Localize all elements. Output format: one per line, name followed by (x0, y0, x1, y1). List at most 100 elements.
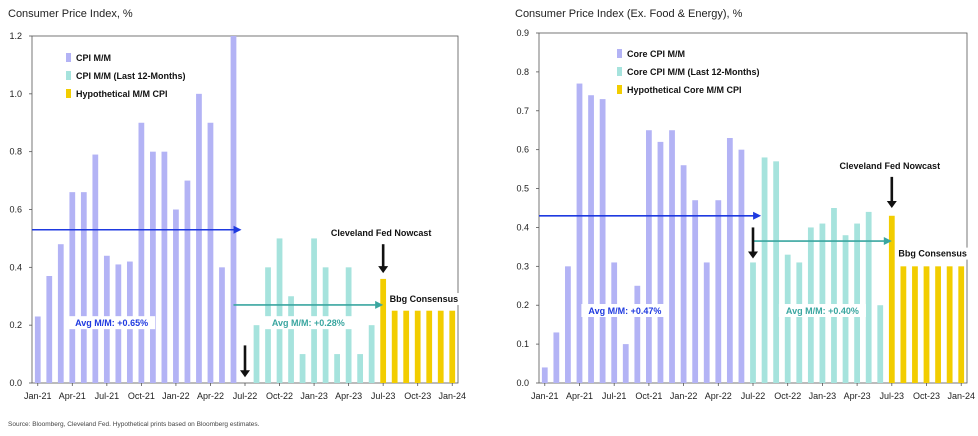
bar (646, 130, 652, 383)
avg-label-box (778, 304, 866, 317)
avg-label: Avg M/M: +0.28% (272, 318, 345, 328)
bar (784, 254, 791, 383)
bar (299, 354, 306, 383)
bar (173, 209, 179, 383)
x-tick-label: Oct-21 (635, 391, 662, 401)
bar (196, 93, 202, 383)
y-tick-label: 1.0 (9, 89, 22, 99)
x-tick-label: Jan-23 (809, 391, 837, 401)
annotation-bbg: Bbg Consensus (898, 249, 967, 259)
bar (380, 278, 387, 383)
x-tick-label: Oct-23 (913, 391, 940, 401)
legend-label: Hypothetical M/M CPI (76, 89, 168, 99)
bar (692, 200, 699, 383)
annotation-bbg-box (386, 293, 461, 306)
bar (276, 238, 283, 383)
bar (877, 305, 884, 383)
avg-label-box (264, 316, 352, 330)
annotation-nowcast: Cleveland Fed Nowcast (840, 161, 941, 171)
bar (138, 122, 145, 383)
bar (715, 200, 722, 383)
bar (946, 266, 953, 383)
y-tick-label: 0.8 (9, 147, 22, 157)
x-tick-label: Oct-22 (774, 391, 801, 401)
x-tick-label: Apr-21 (566, 391, 593, 401)
bar (449, 310, 456, 383)
bar (357, 354, 364, 383)
down-arrow-head (378, 266, 389, 274)
bar (403, 310, 410, 383)
avg-label: Avg M/M: +0.47% (588, 306, 661, 316)
legend-swatch (617, 67, 622, 76)
bar (553, 332, 560, 383)
x-tick-label: Apr-22 (197, 391, 224, 401)
x-tick-label: Jan-23 (300, 391, 328, 401)
bar (576, 83, 583, 384)
bar (80, 192, 87, 383)
bar (750, 262, 756, 383)
x-tick-label: Oct-22 (266, 391, 293, 401)
bar (819, 223, 826, 383)
chart-title: Consumer Price Index (Ex. Food & Energy)… (515, 8, 743, 20)
chart-title: Consumer Price Index, % (8, 8, 133, 20)
bar (611, 262, 618, 383)
bar (622, 344, 629, 383)
bar (414, 310, 421, 383)
bar (565, 266, 571, 383)
bar (230, 36, 237, 383)
y-tick-label: 0.8 (516, 67, 529, 77)
x-tick-label: Jul-23 (880, 391, 905, 401)
x-tick-label: Jan-22 (670, 391, 698, 401)
bar (726, 138, 733, 383)
down-arrow-head (240, 370, 250, 378)
bar (796, 262, 803, 383)
x-tick-label: Jul-21 (95, 391, 120, 401)
bar (368, 325, 375, 383)
bar (161, 151, 168, 383)
x-tick-label: Jan-24 (438, 391, 466, 401)
y-tick-label: 0.6 (516, 145, 529, 155)
y-tick-label: 0.2 (516, 300, 529, 310)
avg-label-box (68, 316, 156, 330)
y-tick-label: 0.0 (9, 378, 22, 388)
x-tick-label: Apr-23 (844, 391, 871, 401)
bar (680, 165, 687, 383)
y-tick-label: 0.4 (9, 262, 22, 272)
avg-label: Avg M/M: +0.40% (786, 306, 859, 316)
legend-label: Hypothetical Core M/M CPI (627, 85, 742, 95)
bar (703, 262, 710, 383)
bar (831, 208, 837, 383)
bar (669, 130, 675, 383)
bar (935, 266, 941, 383)
x-tick-label: Jul-23 (371, 391, 396, 401)
down-arrow-head (886, 201, 897, 208)
x-tick-label: Apr-23 (335, 391, 362, 401)
y-tick-label: 0.7 (516, 106, 529, 116)
down-arrow-head (748, 251, 758, 259)
legend-swatch (66, 53, 71, 62)
legend-label: CPI M/M (76, 53, 111, 63)
bar (253, 325, 260, 383)
x-tick-label: Apr-22 (705, 391, 732, 401)
bar (761, 157, 768, 383)
avg-arrow-head (883, 237, 892, 246)
bar (599, 99, 606, 383)
bar (923, 266, 930, 383)
bar (219, 267, 225, 383)
bar (888, 215, 895, 383)
y-tick-label: 0.5 (516, 184, 529, 194)
x-tick-label: Jan-21 (24, 391, 52, 401)
legend-swatch (617, 49, 622, 58)
y-tick-label: 1.2 (9, 31, 22, 41)
x-tick-label: Jan-24 (947, 391, 975, 401)
bar (865, 211, 872, 383)
x-tick-label: Jul-22 (233, 391, 258, 401)
bar (773, 161, 780, 383)
bar (900, 266, 907, 383)
avg-arrow-head (233, 225, 242, 234)
y-tick-label: 0.1 (516, 339, 529, 349)
bar (391, 310, 398, 383)
avg-arrow-head (375, 300, 384, 309)
x-tick-label: Jul-21 (602, 391, 627, 401)
bar (92, 154, 99, 383)
